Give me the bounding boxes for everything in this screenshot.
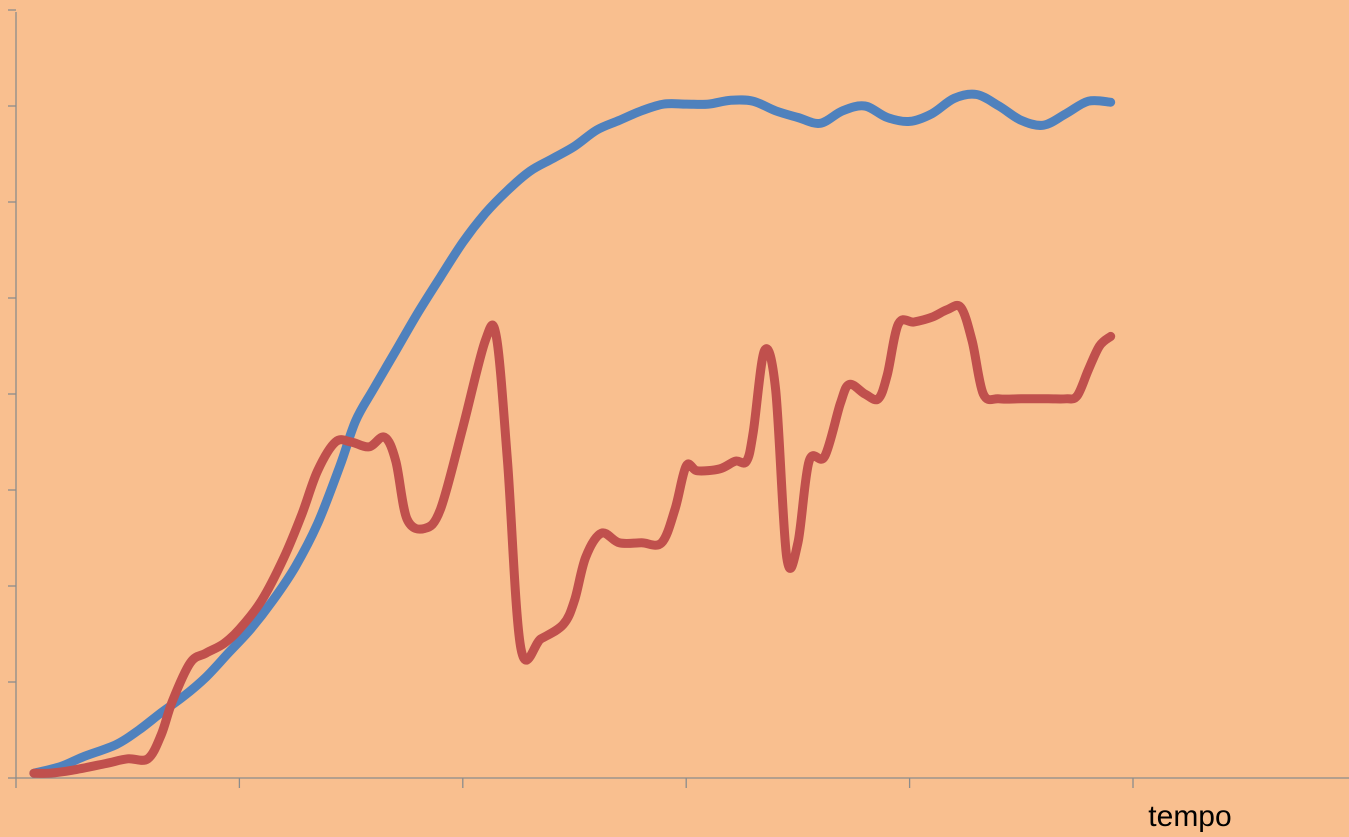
axes bbox=[8, 9, 1349, 788]
series-line-1 bbox=[29, 89, 1116, 778]
axis-ticks bbox=[8, 9, 1134, 788]
series-line-2 bbox=[29, 300, 1116, 778]
x-axis-label: tempo bbox=[1148, 800, 1231, 833]
series-lines bbox=[29, 89, 1116, 778]
